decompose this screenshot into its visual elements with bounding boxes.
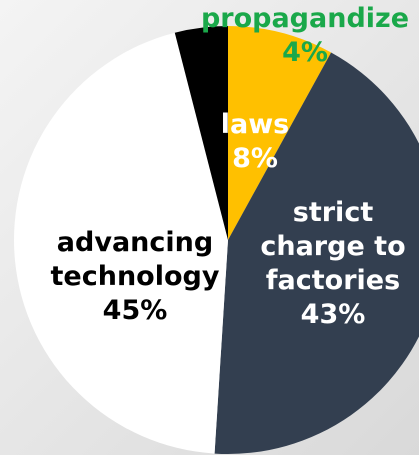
value-label: 4%: [282, 37, 328, 68]
slice-label: propagandize 4%: [195, 2, 415, 70]
slice-label: advancing technology 45%: [35, 226, 235, 328]
value-label: 45%: [102, 295, 168, 326]
category-label: advancing technology: [50, 227, 220, 292]
pie-slice: [13, 32, 228, 454]
category-label: propagandize: [200, 3, 410, 34]
value-label: 43%: [300, 299, 366, 330]
pie-slice: [214, 52, 419, 454]
category-label: strict charge to factories: [260, 197, 406, 296]
pie-slice: [228, 26, 332, 240]
slice-label: strict charge to factories 43%: [243, 196, 419, 332]
slice-label: laws 8%: [195, 108, 315, 176]
category-label: laws: [220, 109, 290, 140]
pie-slice: [174, 26, 228, 240]
value-label: 8%: [232, 143, 278, 174]
